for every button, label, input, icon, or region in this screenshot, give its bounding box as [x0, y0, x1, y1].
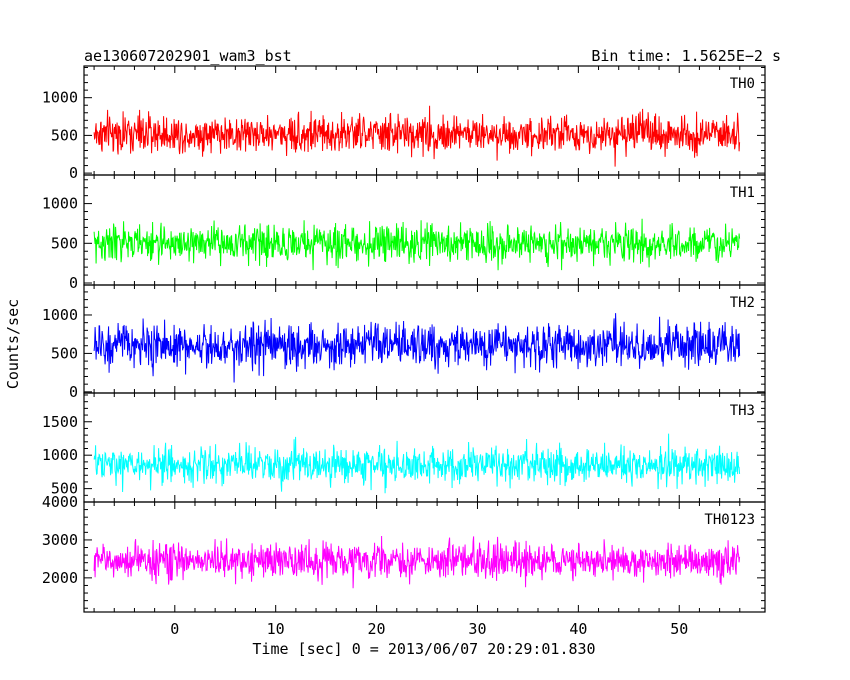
- panel-th1: 0 500 1000 TH1: [42, 174, 766, 292]
- x-tick-label: 20: [368, 620, 386, 638]
- panel-th0123: 2000 3000 4000 TH0123: [42, 493, 766, 613]
- y-tick-label: 1000: [42, 89, 78, 107]
- y-tick-label: 500: [51, 126, 78, 144]
- y-tick-label: 500: [51, 344, 78, 362]
- y-axis-label: Counts/sec: [4, 299, 22, 389]
- panel-th3: 500 1000 1500 TH3: [42, 392, 766, 503]
- panel-frame: [83, 501, 766, 613]
- y-tick-label: 0: [69, 274, 78, 292]
- panel-label-th1: TH1: [730, 185, 755, 201]
- panel-label-th3: TH3: [730, 403, 755, 419]
- panels-group: 05001000TH005001000TH105001000TH25001000…: [42, 65, 766, 638]
- y-tick-label: 1000: [42, 306, 78, 324]
- x-axis-label: Time [sec] 0 = 2013/06/07 20:29:01.830: [252, 640, 595, 658]
- x-tick-label: 50: [670, 620, 688, 638]
- x-tick-label: 10: [267, 620, 285, 638]
- y-tick-label: 0: [69, 383, 78, 401]
- x-tick-label: 40: [569, 620, 587, 638]
- panel-label-th0: TH0: [730, 76, 755, 92]
- panel-frame: [83, 392, 766, 503]
- y-tick-label: 500: [51, 234, 78, 252]
- y-tick-label: 0: [69, 164, 78, 182]
- series-line-th0123: [93, 535, 741, 589]
- series-line-th0: [93, 105, 741, 167]
- panel-th2: 0 500 1000 TH2: [42, 284, 766, 401]
- panel-frame: [83, 174, 766, 286]
- y-tick-label: 500: [51, 480, 78, 498]
- series-line-th1: [93, 218, 741, 271]
- x-tick-label: 0: [170, 620, 179, 638]
- panel-label-th2: TH2: [730, 295, 755, 311]
- y-tick-label: 1500: [42, 413, 78, 431]
- y-tick-label: 2000: [42, 569, 78, 587]
- y-tick-label: 1000: [42, 195, 78, 213]
- y-tick-label: 4000: [42, 493, 78, 511]
- x-tick-label: 30: [468, 620, 486, 638]
- chart-title: ae130607202901_wam3_bst: [84, 47, 292, 65]
- bin-time-label: Bin time: 1.5625E−2 s: [591, 47, 781, 65]
- y-tick-label: 3000: [42, 531, 78, 549]
- y-tick-label: 1000: [42, 446, 78, 464]
- series-line-th2: [93, 313, 741, 383]
- panel-label-th0123: TH0123: [704, 512, 755, 528]
- panel-th0: 0 500 1000 TH0: [42, 65, 766, 182]
- series-line-th3: [93, 433, 741, 494]
